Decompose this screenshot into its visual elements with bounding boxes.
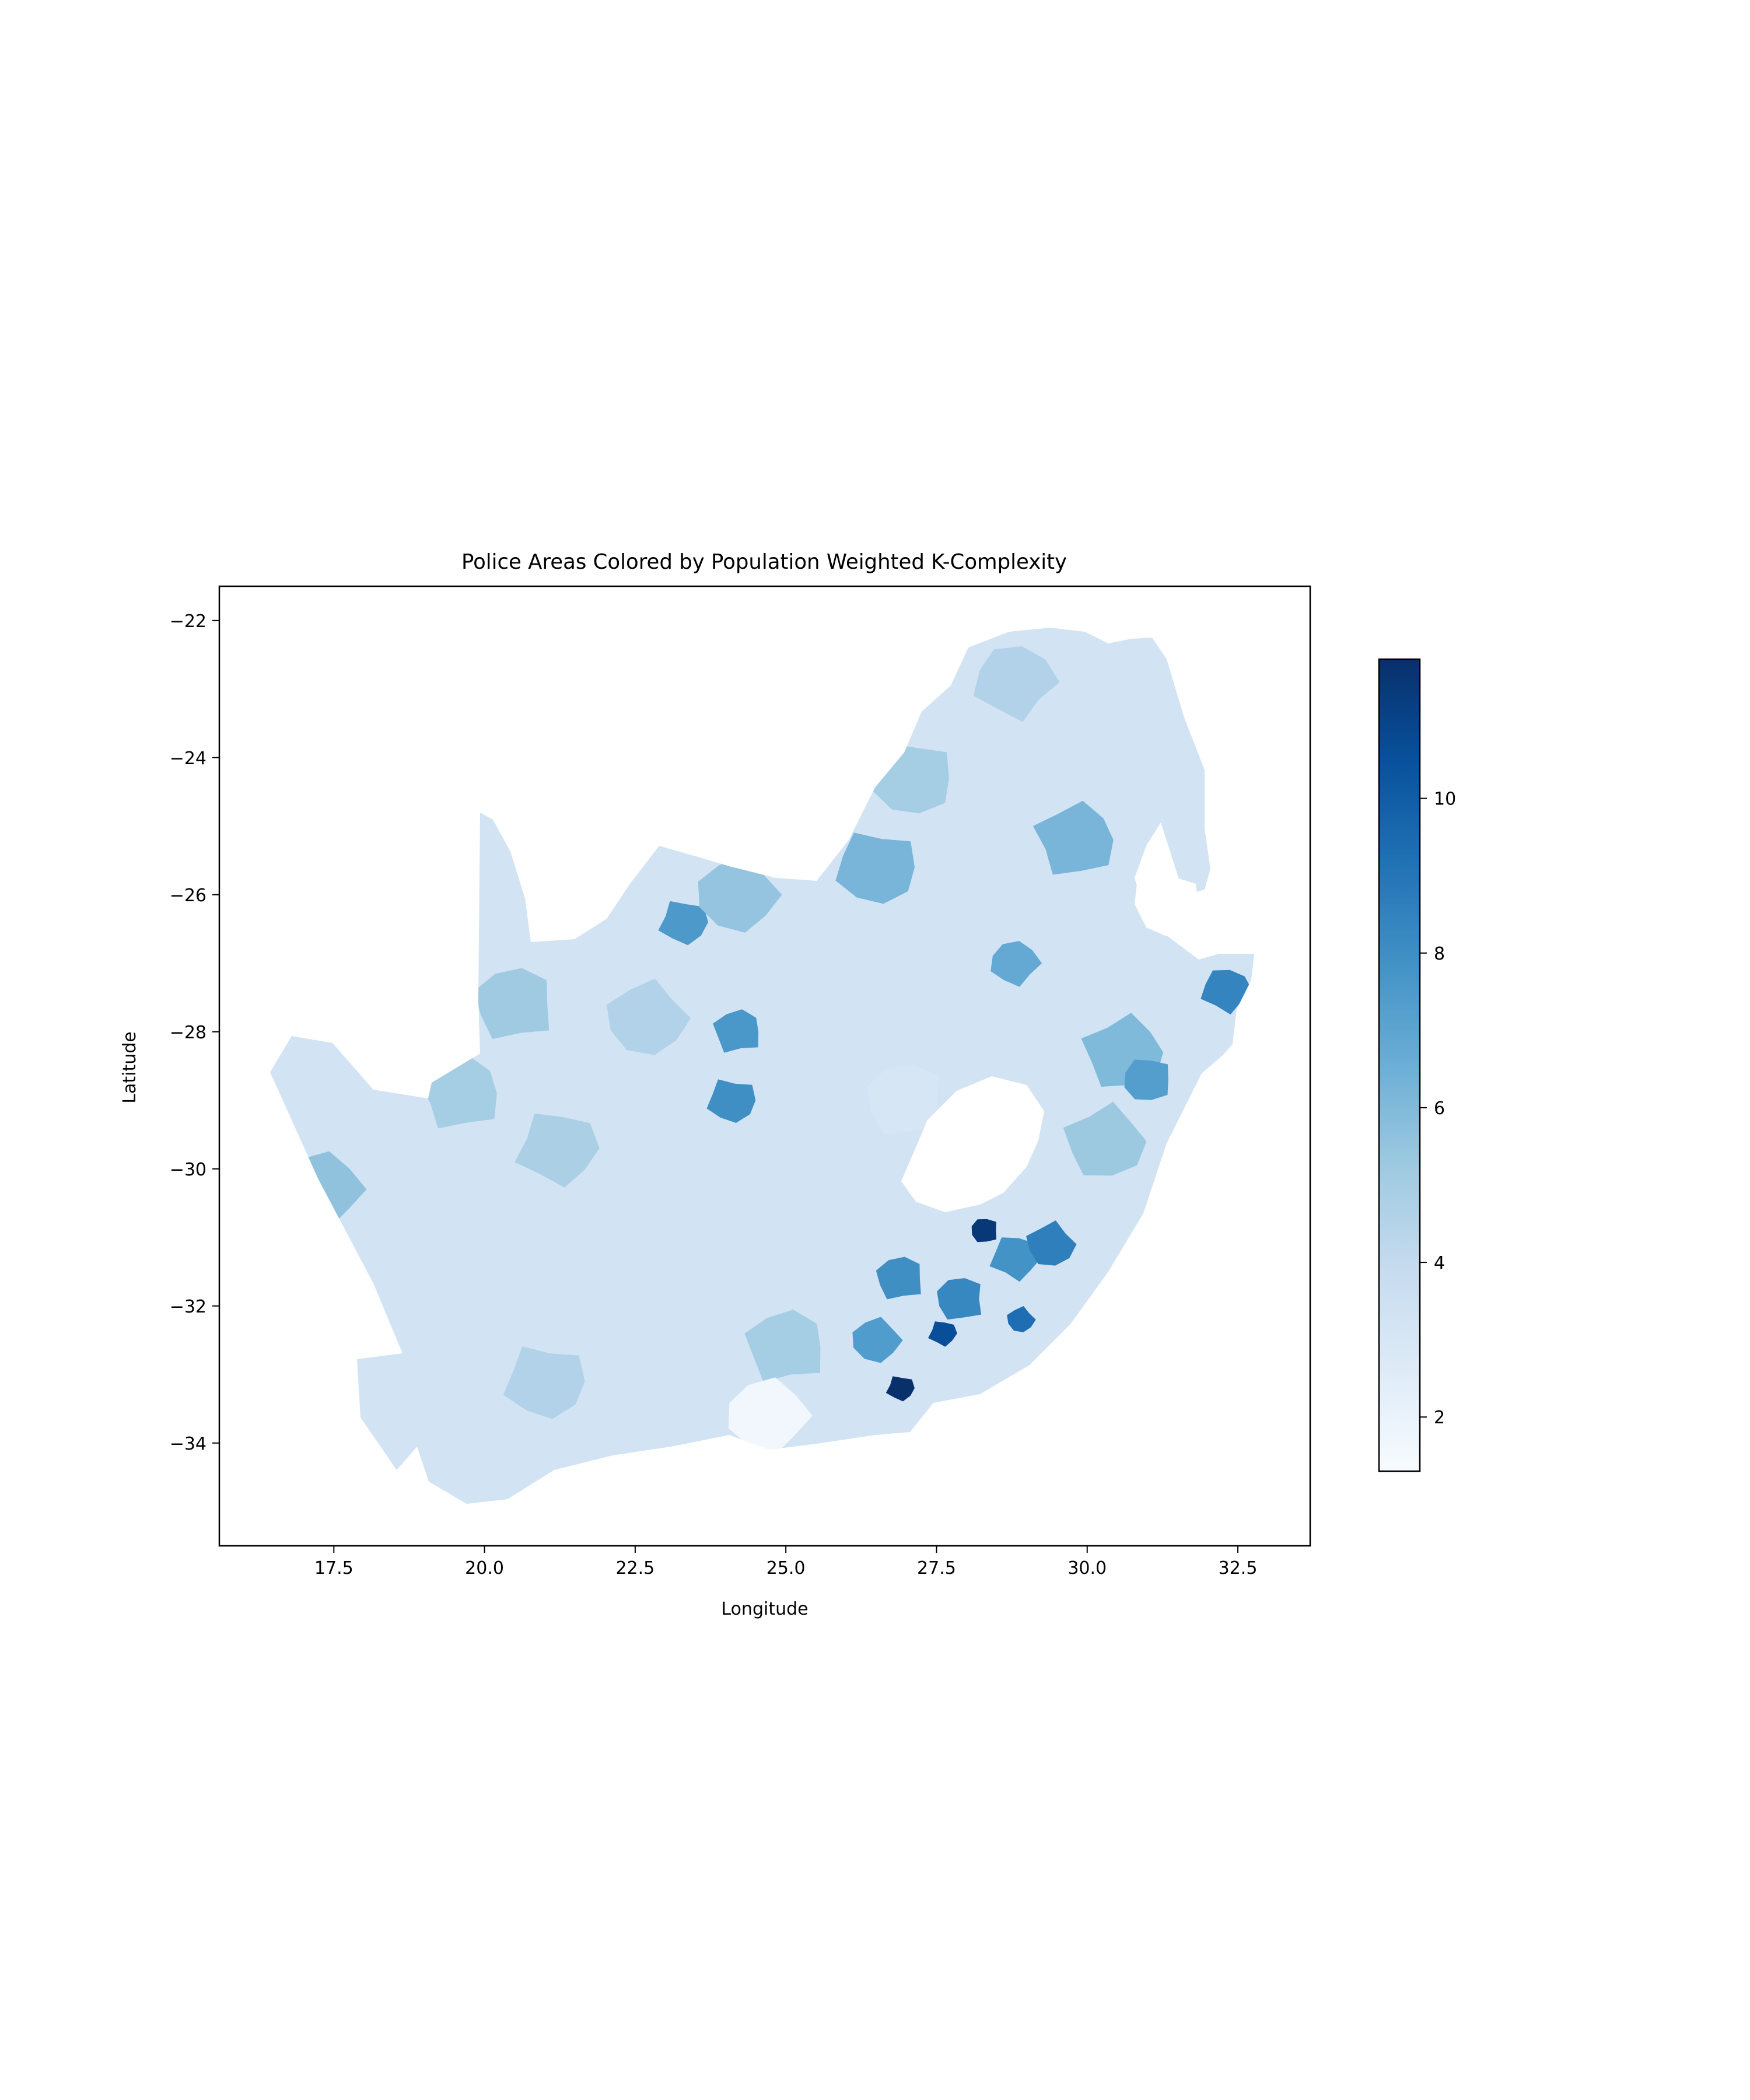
police-area [1063,1101,1147,1176]
police-area [1124,1059,1168,1100]
chart-title: Police Areas Colored by Population Weigh… [461,550,1067,574]
lesotho-enclave [901,1076,1044,1212]
police-area [713,1009,759,1053]
x-axis-ticks: 17.5 20.0 22.5 25.0 27.5 30.0 32.5 [314,1546,1258,1578]
x-tick-label: 32.5 [1219,1558,1258,1578]
y-tick-label: −30 [170,1160,206,1180]
police-area [989,1237,1041,1282]
x-tick-label: 25.0 [766,1558,806,1578]
country-outline [270,628,1254,1504]
y-tick-label: −24 [170,748,206,769]
police-area [971,1219,997,1242]
police-area [1026,1220,1077,1266]
police-area [974,646,1060,722]
police-area [503,1346,585,1419]
police-areas [282,646,1252,1455]
eswatini-enclave [1135,872,1199,936]
police-area [852,1317,903,1363]
police-area [706,1079,756,1123]
police-area [886,1376,915,1402]
colorbar-frame [1378,658,1421,1472]
axes-frame [218,585,1311,1547]
police-area [876,1256,921,1300]
y-tick-label: −34 [170,1434,206,1454]
police-area [928,1321,957,1347]
police-area [474,968,550,1040]
y-axis-ticks: −22 −24 −26 −28 −30 −32 −34 [170,611,219,1454]
police-area [867,1065,941,1135]
x-tick-label: 27.5 [917,1558,956,1578]
colorbar: 2 4 6 8 10 [1378,658,1456,1472]
colorbar-tick-label: 6 [1434,1098,1445,1119]
x-tick-label: 17.5 [314,1558,354,1578]
colorbar-ticks: 2 4 6 8 10 [1420,789,1456,1428]
x-tick-label: 30.0 [1068,1558,1107,1578]
police-area [1032,800,1114,875]
y-axis-label: Latitude [120,1031,140,1103]
y-tick-label: −28 [170,1023,206,1043]
x-tick-label: 22.5 [615,1558,654,1578]
colorbar-gradient [1379,659,1420,1471]
y-tick-label: −26 [170,886,206,906]
police-area [835,832,915,904]
y-tick-label: −32 [170,1297,206,1317]
police-area [937,1278,982,1320]
y-tick-label: −22 [170,611,206,632]
colorbar-tick-label: 2 [1434,1408,1445,1428]
police-area [606,978,691,1055]
map-layer [270,628,1254,1504]
colorbar-tick-label: 8 [1434,944,1445,964]
colorbar-tick-label: 10 [1434,789,1456,810]
x-axis-label: Longitude [721,1599,808,1619]
police-area [728,1377,813,1455]
police-area [514,1113,600,1188]
x-tick-label: 20.0 [465,1558,504,1578]
police-area [698,856,782,933]
police-area [991,941,1042,987]
police-area [744,1310,821,1382]
police-area [658,901,709,946]
colorbar-tick-label: 4 [1434,1253,1445,1273]
police-area [1200,970,1252,1015]
police-area [1007,1306,1036,1332]
